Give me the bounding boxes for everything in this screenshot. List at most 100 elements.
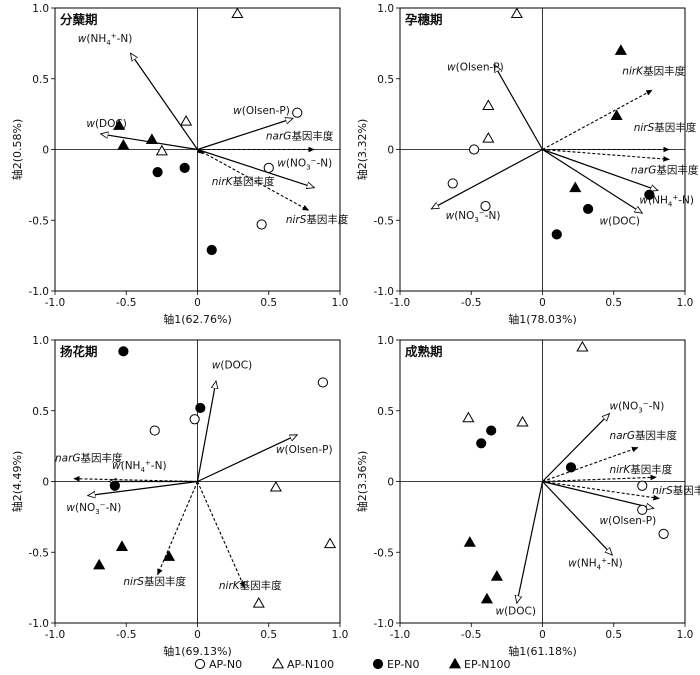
rda-panel-1: -1.0 -0.5 0 0.5 1.0 -1.0 -0.5 0 0.5 1.0 轴1(62.76%)… bbox=[10, 3, 349, 326]
vector-arrow bbox=[197, 434, 298, 483]
legend-marker bbox=[271, 657, 285, 669]
data-point bbox=[269, 480, 282, 492]
x-tick-label: -1.0 bbox=[390, 297, 411, 309]
x-axis-label: 轴1(69.13%) bbox=[163, 644, 232, 658]
y-tick-label: -1.0 bbox=[29, 286, 50, 298]
data-point bbox=[510, 7, 523, 19]
data-point bbox=[462, 411, 475, 423]
data-point bbox=[113, 119, 126, 130]
data-point bbox=[109, 480, 120, 491]
vector-arrow bbox=[74, 479, 198, 483]
vector-label: nirS基因丰度 bbox=[286, 213, 349, 226]
data-point bbox=[583, 203, 594, 215]
vector-arrow bbox=[542, 477, 657, 483]
data-point bbox=[610, 109, 623, 120]
x-tick-label: 0 bbox=[194, 629, 201, 641]
panel-title: 孕穗期 bbox=[405, 12, 443, 27]
y-tick-label: -0.5 bbox=[374, 215, 395, 227]
legend: AP-N0 AP-N100 EP-N0 EP-N100 bbox=[194, 657, 511, 671]
vector-label: w(Olsen-P) bbox=[233, 105, 290, 117]
x-tick-label: -0.5 bbox=[116, 297, 137, 309]
legend-label: AP-N0 bbox=[209, 658, 242, 671]
data-point bbox=[118, 346, 129, 357]
vector-arrow bbox=[197, 148, 315, 188]
data-point bbox=[637, 480, 648, 491]
data-point bbox=[180, 114, 193, 126]
vector-arrow bbox=[542, 148, 658, 191]
data-point bbox=[565, 462, 577, 473]
vector-label: w(NH4+-N) bbox=[78, 32, 133, 47]
data-point bbox=[658, 528, 669, 539]
vector-arrow bbox=[517, 481, 544, 604]
y-tick-label: -1.0 bbox=[374, 286, 395, 298]
data-point bbox=[482, 99, 495, 111]
vector-label: nirS基因丰度 bbox=[123, 575, 186, 588]
y-tick-label: -0.5 bbox=[29, 547, 50, 559]
data-point bbox=[551, 229, 562, 240]
x-tick-label: 0.5 bbox=[260, 297, 277, 309]
panel-title: 分蘖期 bbox=[60, 12, 98, 27]
data-point bbox=[476, 438, 487, 449]
vector-label: w(NO3−-N) bbox=[446, 209, 501, 224]
vector-label: w(NH4+-N) bbox=[112, 459, 167, 474]
x-tick-label: 0.5 bbox=[260, 629, 277, 641]
y-axis-label: 轴2(3.36%) bbox=[355, 451, 369, 513]
y-tick-label: 0 bbox=[42, 145, 49, 157]
legend-label: EP-N0 bbox=[387, 658, 420, 671]
vector-label: w(DOC) bbox=[600, 215, 640, 227]
data-point bbox=[231, 7, 244, 19]
x-tick-label: 0 bbox=[539, 629, 546, 641]
x-tick-label: 1.0 bbox=[332, 297, 349, 309]
vector-arrow bbox=[196, 381, 217, 482]
y-tick-label: 1.0 bbox=[32, 3, 49, 15]
vector-label: nirK基因丰度 bbox=[622, 65, 685, 78]
data-point bbox=[145, 133, 158, 144]
y-tick-label: 0.5 bbox=[377, 406, 394, 418]
data-point bbox=[195, 402, 206, 414]
data-point bbox=[292, 107, 303, 118]
x-tick-label: -0.5 bbox=[116, 629, 137, 641]
x-axis-label: 轴1(61.18%) bbox=[508, 644, 577, 658]
y-tick-label: 1.0 bbox=[377, 3, 394, 15]
vector-label: w(NO3−-N) bbox=[66, 501, 121, 516]
x-tick-label: 0.5 bbox=[605, 297, 622, 309]
y-axis-label: 轴2(0.58%) bbox=[10, 119, 24, 181]
data-point bbox=[490, 570, 503, 581]
vector-arrow bbox=[431, 148, 543, 210]
data-point bbox=[637, 504, 648, 515]
legend-label: EP-N100 bbox=[464, 658, 511, 671]
vector-arrow bbox=[542, 414, 610, 482]
vector-label: w(Olsen-P) bbox=[276, 444, 333, 456]
vector-label: w(DOC) bbox=[495, 606, 535, 618]
data-point bbox=[317, 377, 328, 388]
y-tick-label: 0.5 bbox=[377, 74, 394, 86]
vector-arrow bbox=[542, 148, 670, 160]
y-tick-label: 1.0 bbox=[32, 335, 49, 347]
data-point bbox=[162, 550, 176, 561]
vector-label: w(NH4+-N) bbox=[568, 556, 623, 571]
legend-label: AP-N100 bbox=[287, 658, 334, 671]
vector-label: narG基因丰度 bbox=[609, 429, 677, 442]
vector-arrow bbox=[542, 148, 643, 214]
vector-label: nirS基因丰度 bbox=[652, 484, 700, 497]
x-tick-label: 1.0 bbox=[677, 297, 694, 309]
rda-panel-3: -1.0 -0.5 0 0.5 1.0 -1.0 -0.5 0 0.5 1.0 轴1(69.13%)… bbox=[10, 335, 348, 658]
x-tick-label: -1.0 bbox=[45, 297, 66, 309]
x-axis-label: 轴1(62.76%) bbox=[163, 312, 232, 326]
vector-arrow bbox=[196, 481, 246, 588]
rda-panel-4: -1.0 -0.5 0 0.5 1.0 -1.0 -0.5 0 0.5 1.0 轴1(61.18%)… bbox=[355, 335, 700, 658]
x-axis-label: 轴1(78.03%) bbox=[508, 312, 577, 326]
data-point bbox=[644, 189, 655, 200]
vector-label: narG基因丰度 bbox=[631, 164, 699, 177]
vector-label: w(NO3−-N) bbox=[277, 156, 332, 171]
data-point bbox=[463, 536, 476, 547]
data-point bbox=[152, 167, 163, 178]
x-tick-label: 0.5 bbox=[605, 629, 622, 641]
data-point bbox=[256, 219, 267, 230]
vector-label: nirS基因丰度 bbox=[634, 121, 697, 134]
vector-arrow bbox=[542, 481, 613, 556]
x-tick-label: -0.5 bbox=[461, 297, 482, 309]
vector-label: narG基因丰度 bbox=[266, 130, 334, 143]
data-point bbox=[149, 425, 160, 436]
